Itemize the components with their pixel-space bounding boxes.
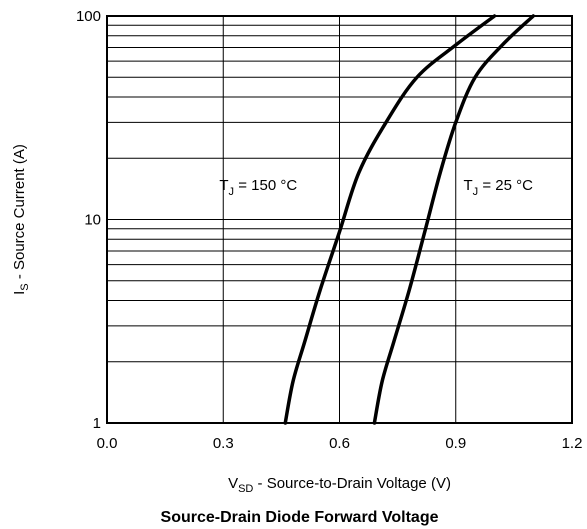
series-line-1 [283, 14, 497, 425]
x-tick-label: 0.3 [213, 435, 234, 452]
curve-annotation: TJ = 25 °C [464, 177, 534, 198]
x-axis-label: VSD - Source-to-Drain Voltage (V) [228, 475, 451, 495]
x-tick-labels: 0.0 0.3 0.6 0.9 1.2 [97, 435, 583, 452]
annotations: TJ = 150 °C TJ = 25 °C [219, 177, 533, 198]
plot-frame [106, 15, 573, 424]
y-tick-labels: 1 10 100 [76, 8, 101, 432]
curves [283, 14, 535, 425]
x-tick-label: 0.6 [329, 435, 350, 452]
y-tick-label: 10 [84, 212, 101, 229]
chart-title: Source-Drain Diode Forward Voltage [161, 509, 439, 526]
curve-annotation: TJ = 150 °C [219, 177, 297, 198]
series-line-2 [372, 14, 535, 425]
y-tick-label: 1 [93, 415, 101, 432]
grid [106, 15, 573, 424]
x-tick-label: 0.0 [97, 435, 118, 452]
x-tick-label: 1.2 [562, 435, 583, 452]
y-tick-label: 100 [76, 8, 101, 25]
y-axis-label: IS - Source Current (A) [11, 144, 31, 295]
x-tick-label: 0.9 [445, 435, 466, 452]
